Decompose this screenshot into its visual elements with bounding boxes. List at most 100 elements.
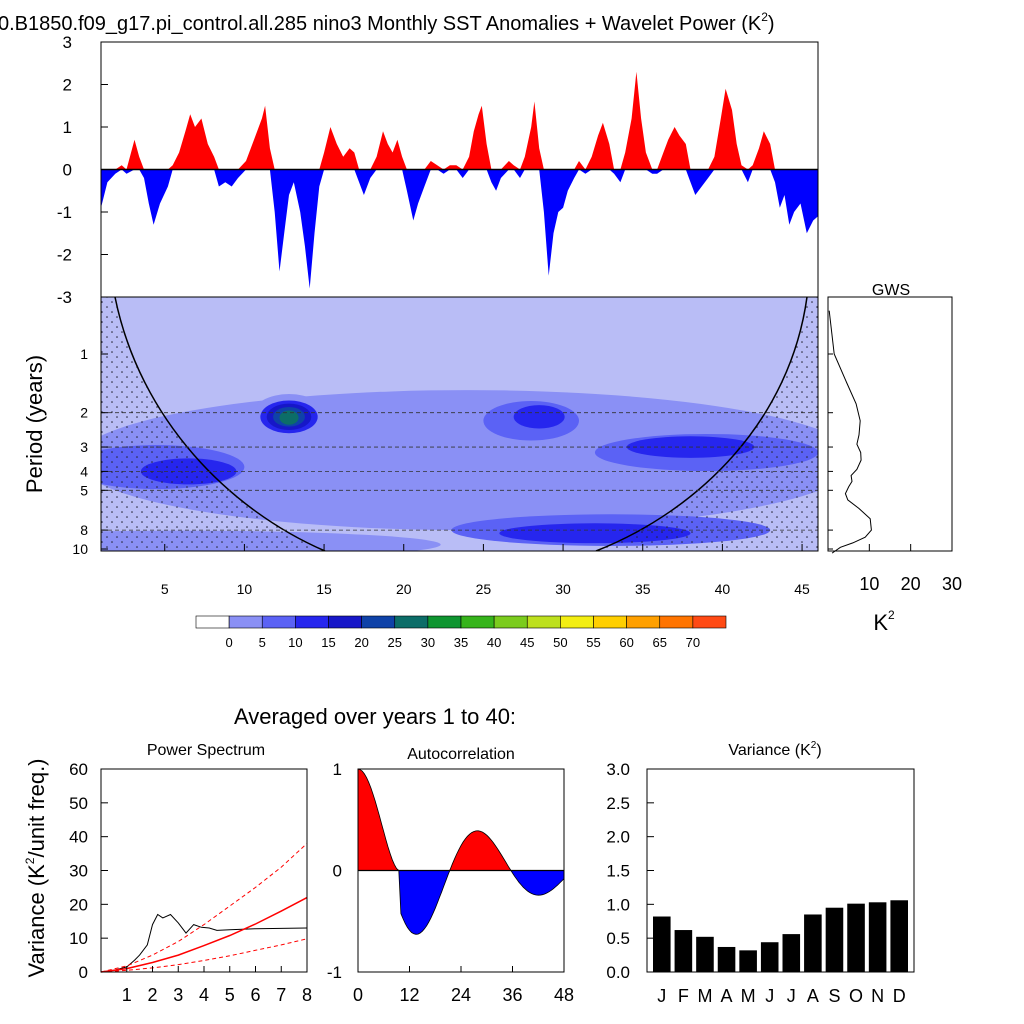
- sst-ytick-label: 0: [63, 161, 72, 180]
- variance-ytick-label: 1.0: [606, 895, 630, 914]
- power-spectrum-line-0: [100, 913, 308, 973]
- colorbar-label: 55: [586, 635, 600, 650]
- colorbar-box: [460, 615, 495, 629]
- variance-month-label: S: [828, 986, 840, 1006]
- power-spectrum-title: Power Spectrum: [147, 742, 265, 759]
- colorbar-label: 5: [259, 635, 266, 650]
- wavelet-ylabel: Period (years): [22, 355, 47, 493]
- variance-month-label: A: [721, 986, 733, 1006]
- coi-stipple-left: [101, 297, 325, 551]
- wavelet-xtick-label: 35: [635, 581, 651, 597]
- power-spectrum-xtick-label: 3: [173, 985, 183, 1005]
- variance-month-label: A: [807, 986, 819, 1006]
- gws-xtick-label: 20: [901, 574, 921, 594]
- variance-bar: [804, 914, 822, 972]
- variance-month-label: J: [765, 986, 774, 1006]
- variance-bar: [696, 936, 714, 972]
- power-spectrum-xtick-label: 4: [199, 985, 209, 1005]
- power-spectrum-panel: 0 10 20 30 40 50 60 1 2 3 4 5 6 7 8: [69, 760, 312, 1005]
- power-spectrum-xtick-label: 8: [302, 985, 312, 1005]
- colorbar-label: 65: [653, 635, 667, 650]
- colorbar-box: [394, 615, 429, 629]
- colorbar-label: 15: [321, 635, 335, 650]
- autocorrelation-title: Autocorrelation: [407, 746, 515, 763]
- sst-ytick-label: -3: [57, 288, 72, 307]
- variance-month-label: D: [893, 986, 906, 1006]
- wavelet-xtick-label: 25: [476, 581, 492, 597]
- power-spectrum-xtick-label: 6: [250, 985, 260, 1005]
- power-spectrum-line-2: [100, 843, 308, 973]
- colorbar-box: [526, 615, 561, 629]
- power-spectrum-ytick-label: 20: [69, 895, 88, 914]
- wavelet-ytick-label: 1: [80, 346, 88, 362]
- wavelet-xtick-label: 30: [555, 581, 571, 597]
- variance-bar: [868, 902, 887, 972]
- gws-xtick-label: 10: [859, 574, 879, 594]
- colorbar-box: [593, 615, 627, 629]
- power-spectrum-ytick-label: 60: [69, 760, 88, 779]
- variance-month-label: M: [741, 986, 756, 1006]
- autocorrelation-positive-area: [358, 769, 564, 871]
- colorbar-box: [361, 615, 396, 629]
- variance-bar: [739, 950, 757, 972]
- sst-ytick-label: -1: [57, 203, 72, 222]
- coi-curve-right: [595, 297, 808, 551]
- autocorrelation-xtick-label: 12: [399, 985, 419, 1005]
- wavelet-xtick-label: 15: [316, 581, 332, 597]
- colorbar-label: 60: [619, 635, 633, 650]
- wavelet-ytick-label: 2: [80, 405, 88, 421]
- colorbar-label: 45: [520, 635, 534, 650]
- wavelet-xtick-label: 20: [396, 581, 412, 597]
- colorbar-label: 50: [553, 635, 567, 650]
- autocorrelation-ytick-label: 1: [333, 760, 342, 779]
- colorbar-label: 30: [421, 635, 435, 650]
- colorbar-box: [261, 615, 296, 629]
- variance-ytick-label: 1.5: [606, 862, 630, 881]
- main-title: 0.B1850.f09_g17.pi_control.all.285 nino3…: [0, 10, 775, 35]
- wavelet-ytick-label: 10: [72, 541, 88, 557]
- variance-ytick-label: 3.0: [606, 760, 630, 779]
- variance-month-label: J: [657, 986, 666, 1006]
- autocorrelation-negative-area: [358, 870, 564, 935]
- power-spectrum-ytick-label: 30: [69, 862, 88, 881]
- power-spectrum-xtick-label: 2: [147, 985, 157, 1005]
- power-spectrum-xtick-label: 5: [225, 985, 235, 1005]
- wavelet-ytick-label: 3: [80, 439, 88, 455]
- colorbar-box: [295, 615, 329, 629]
- variance-bar: [825, 907, 844, 972]
- power-spectrum-frame: [100, 768, 308, 973]
- wavelet-ytick-label: 5: [80, 482, 88, 498]
- wavelet-ytick-label: 8: [80, 522, 88, 538]
- wavelet-xtick-label: 45: [794, 581, 810, 597]
- wavelet-contour-region: [513, 405, 565, 429]
- gws-title: GWS: [872, 282, 910, 299]
- sst-ytick-label: -2: [57, 246, 72, 265]
- variance-bar: [847, 903, 865, 972]
- variance-title: Variance (K2): [728, 740, 821, 759]
- variance-bar: [674, 930, 693, 972]
- subtitle: Averaged over years 1 to 40:: [234, 704, 516, 729]
- power-spectrum-ytick-label: 40: [69, 828, 88, 847]
- sst-negative-area: [101, 169, 818, 289]
- variance-ytick-label: 0.0: [606, 963, 630, 982]
- wavelet-contour-region: [279, 410, 299, 425]
- sst-ytick-label: 1: [63, 118, 72, 137]
- variance-month-label: J: [787, 986, 796, 1006]
- autocorrelation-panel: 1 0 -1 0 12 24 36 48: [327, 760, 574, 1005]
- colorbar-box: [692, 615, 727, 629]
- sst-anomaly-panel: 3 2 1 0 -1 -2 -3: [57, 33, 819, 307]
- variance-month-label: O: [849, 986, 863, 1006]
- colorbar-label: 35: [454, 635, 468, 650]
- variance-panel: J F M A M J J A S O N D0.00.51.01.52.02.53.0: [606, 760, 915, 1006]
- sst-ytick-label: 2: [63, 76, 72, 95]
- variance-bar: [890, 900, 908, 972]
- autocorrelation-ytick-label: -1: [327, 963, 342, 982]
- wavelet-xtick-label: 10: [237, 581, 253, 597]
- autocorrelation-xtick-label: 36: [502, 985, 522, 1005]
- colorbar-box: [560, 615, 594, 629]
- variance-bar: [717, 946, 736, 972]
- colorbar-box: [328, 615, 362, 629]
